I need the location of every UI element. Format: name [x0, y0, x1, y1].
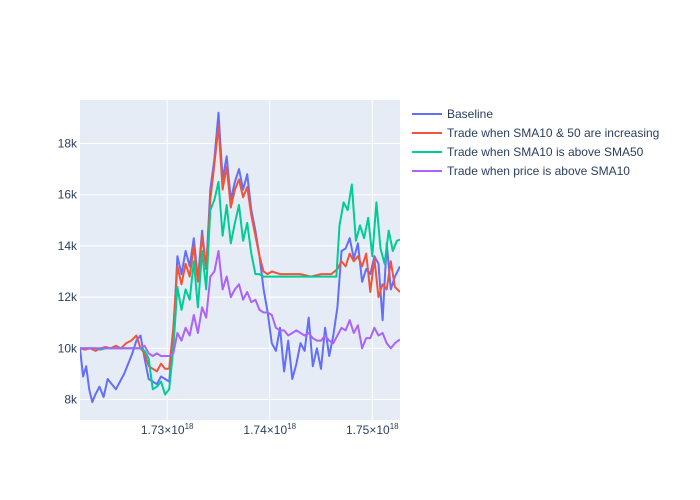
x-gridlines — [166, 100, 373, 420]
y-tick-label: 14k — [58, 239, 78, 253]
y-tick-label: 16k — [58, 188, 78, 202]
series-line-2 — [80, 124, 400, 373]
x-tick-label: 1.74×1018 — [243, 422, 296, 437]
legend-label: Baseline — [447, 107, 493, 121]
y-tick-label: 8k — [64, 393, 78, 407]
legend-label: Trade when price is above SMA10 — [447, 164, 630, 178]
series-line-1 — [80, 111, 400, 404]
x-tick-base: 1.74×10 — [243, 423, 287, 437]
legend[interactable]: Baseline Trade when SMA10 & 50 are increa… — [412, 107, 659, 178]
legend-item-4[interactable]: Trade when price is above SMA10 — [412, 164, 630, 178]
legend-item-1[interactable]: Baseline — [412, 107, 493, 121]
y-tick-label: 12k — [58, 290, 78, 304]
legend-label: Trade when SMA10 & 50 are increasing — [447, 126, 659, 140]
x-tick-exponent: 18 — [185, 422, 194, 431]
y-tick-label: 10k — [58, 341, 78, 355]
y-tick-label: 18k — [58, 137, 78, 151]
x-axis-ticks: 1.73×1018 1.74×1018 1.75×1018 — [141, 422, 399, 437]
y-axis-ticks: 8k 10k 12k 14k 16k 18k — [58, 137, 78, 407]
legend-item-2[interactable]: Trade when SMA10 & 50 are increasing — [412, 126, 659, 140]
x-tick-exponent: 18 — [390, 422, 399, 431]
legend-item-3[interactable]: Trade when SMA10 is above SMA50 — [412, 145, 644, 159]
x-tick-label: 1.75×1018 — [346, 422, 399, 437]
x-tick-base: 1.73×10 — [141, 423, 185, 437]
series-layer — [80, 111, 400, 404]
series-line-4 — [80, 250, 400, 357]
x-tick-exponent: 18 — [287, 422, 296, 431]
legend-label: Trade when SMA10 is above SMA50 — [447, 145, 644, 159]
x-tick-label: 1.73×1018 — [141, 422, 194, 437]
x-tick-base: 1.75×10 — [346, 423, 390, 437]
